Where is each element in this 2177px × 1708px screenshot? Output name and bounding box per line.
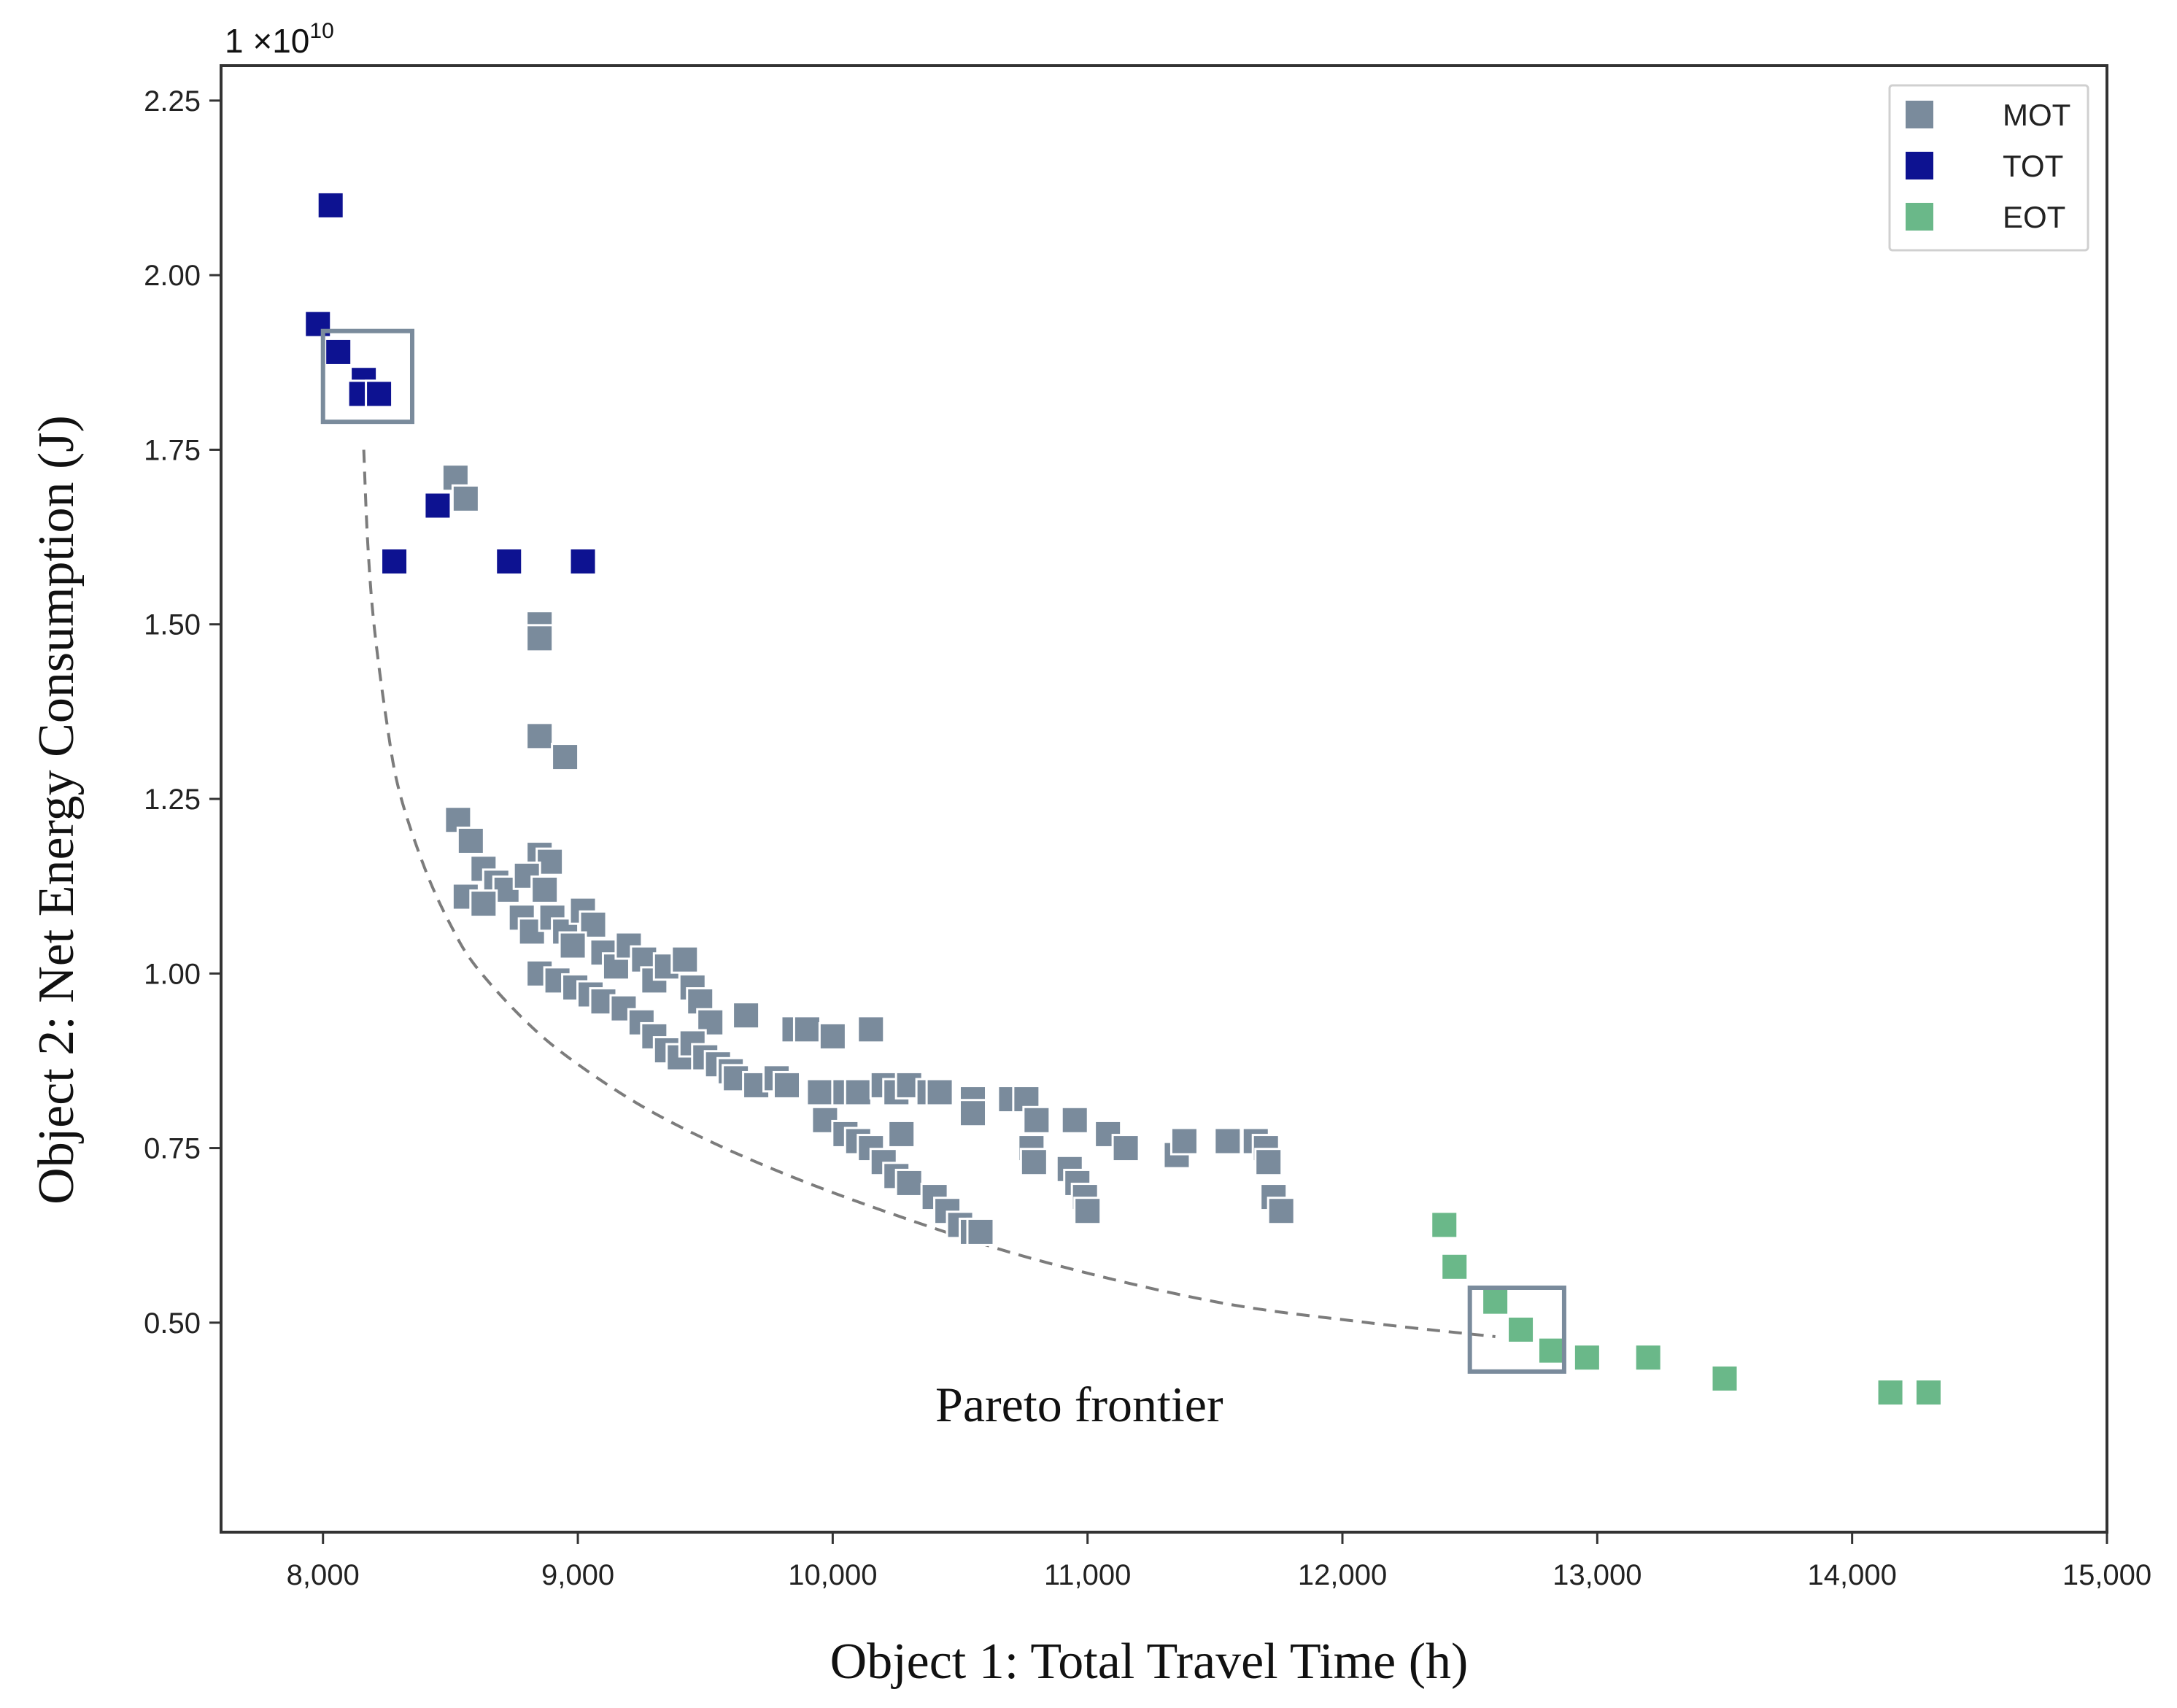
data-point-eot	[1536, 1336, 1566, 1365]
data-point-eot	[1481, 1287, 1510, 1316]
pareto-frontier-curve	[362, 449, 1496, 1338]
data-point-eot	[1633, 1343, 1663, 1372]
data-point-mot	[966, 1217, 995, 1246]
y-tick-label: 0.75	[144, 1133, 201, 1165]
data-point-mot	[551, 743, 580, 772]
x-tick-label: 8,000	[287, 1559, 360, 1591]
legend-label-eot: EOT	[2003, 200, 2065, 234]
data-point-mot	[1267, 1197, 1296, 1226]
data-point-mot	[773, 1070, 801, 1100]
pareto-frontier-label: Pareto frontier	[935, 1377, 1223, 1432]
data-point-mot	[894, 1168, 924, 1197]
points-layer	[303, 190, 1943, 1407]
legend: MOT TOT EOT	[1888, 84, 2089, 252]
y-axis-title: Object 2: Net Energy Consumption (J)	[28, 415, 85, 1205]
x-axis-title: Object 1: Total Travel Time (h)	[830, 1634, 1469, 1690]
data-point-mot	[456, 826, 485, 855]
data-point-mot	[818, 1021, 847, 1051]
data-point-mot	[857, 1015, 886, 1044]
data-point-eot	[1507, 1315, 1536, 1344]
y-tick-label: 1.00	[144, 958, 201, 990]
data-point-mot	[1022, 1105, 1051, 1135]
data-point-eot	[1430, 1210, 1459, 1240]
data-point-mot	[1060, 1105, 1089, 1135]
data-point-mot	[1169, 1127, 1199, 1156]
data-point-mot	[525, 624, 554, 653]
data-point-tot	[568, 547, 598, 576]
data-point-tot	[316, 190, 345, 220]
y-axis-multiplier: 1 ×1010	[225, 19, 334, 60]
y-tick-label: 1.75	[144, 434, 201, 466]
data-point-mot	[1254, 1148, 1283, 1177]
data-point-mot	[887, 1119, 916, 1148]
x-tick-label: 11,000	[1044, 1559, 1131, 1591]
highlight-box	[1467, 1286, 1566, 1374]
data-point-mot	[805, 1078, 835, 1107]
series-tot	[303, 190, 598, 576]
data-point-eot	[1914, 1378, 1943, 1407]
data-point-mot	[1111, 1134, 1140, 1163]
x-tick-label: 14,000	[1808, 1559, 1897, 1591]
data-point-mot	[1019, 1148, 1048, 1177]
pareto-layer	[362, 449, 1496, 1338]
y-tick-label: 1.25	[144, 784, 201, 816]
data-point-eot	[1572, 1343, 1601, 1372]
data-point-mot	[1073, 1197, 1102, 1226]
x-tick-label: 13,000	[1552, 1559, 1642, 1591]
x-tick-label: 9,000	[541, 1559, 614, 1591]
y-tick-label: 2.00	[144, 260, 201, 292]
data-point-mot	[558, 931, 587, 960]
data-point-mot	[959, 1099, 988, 1128]
y-tick-label: 1.50	[144, 609, 201, 641]
data-point-mot	[732, 1001, 761, 1030]
data-point-eot	[1440, 1252, 1469, 1281]
data-point-eot	[1710, 1364, 1739, 1393]
data-point-tot	[423, 491, 452, 520]
legend-label-tot: TOT	[2003, 149, 2063, 183]
x-tick-label: 15,000	[2062, 1559, 2151, 1591]
highlight-boxes-layer	[320, 328, 1566, 1374]
data-point-tot	[365, 379, 394, 409]
data-point-tot	[324, 337, 353, 366]
data-point-mot	[843, 1078, 873, 1107]
x-tick-label: 10,000	[788, 1559, 877, 1591]
data-point-mot	[1213, 1127, 1242, 1156]
data-point-mot	[451, 484, 480, 513]
legend-frame	[1888, 84, 2089, 252]
y-tick-label: 0.50	[144, 1307, 201, 1340]
legend-marker-eot	[1906, 203, 1933, 231]
data-point-mot	[925, 1078, 954, 1107]
x-tick-label: 12,000	[1298, 1559, 1387, 1591]
data-point-tot	[495, 547, 524, 576]
legend-marker-tot	[1906, 152, 1933, 179]
data-point-mot	[469, 889, 498, 919]
data-point-mot	[792, 1015, 821, 1044]
data-point-mot	[525, 722, 554, 751]
x-axis: 8,000 9,000 10,000 11,000 12,000 13,000 14,000…	[287, 1532, 2151, 1591]
legend-label-mot: MOT	[2003, 98, 2070, 132]
data-point-tot	[303, 309, 333, 339]
data-point-mot	[530, 875, 560, 904]
data-point-mot	[670, 945, 700, 974]
y-axis: 0.50 0.75 1.00 1.25 1.50 1.75 2.00 2.25	[144, 85, 221, 1340]
highlight-box	[320, 328, 414, 425]
series-eot	[1430, 1210, 1943, 1407]
legend-marker-mot	[1906, 101, 1933, 128]
data-point-tot	[380, 547, 409, 576]
series-mot	[441, 463, 1296, 1246]
data-point-eot	[1876, 1378, 1905, 1407]
y-tick-label: 2.25	[144, 85, 201, 117]
